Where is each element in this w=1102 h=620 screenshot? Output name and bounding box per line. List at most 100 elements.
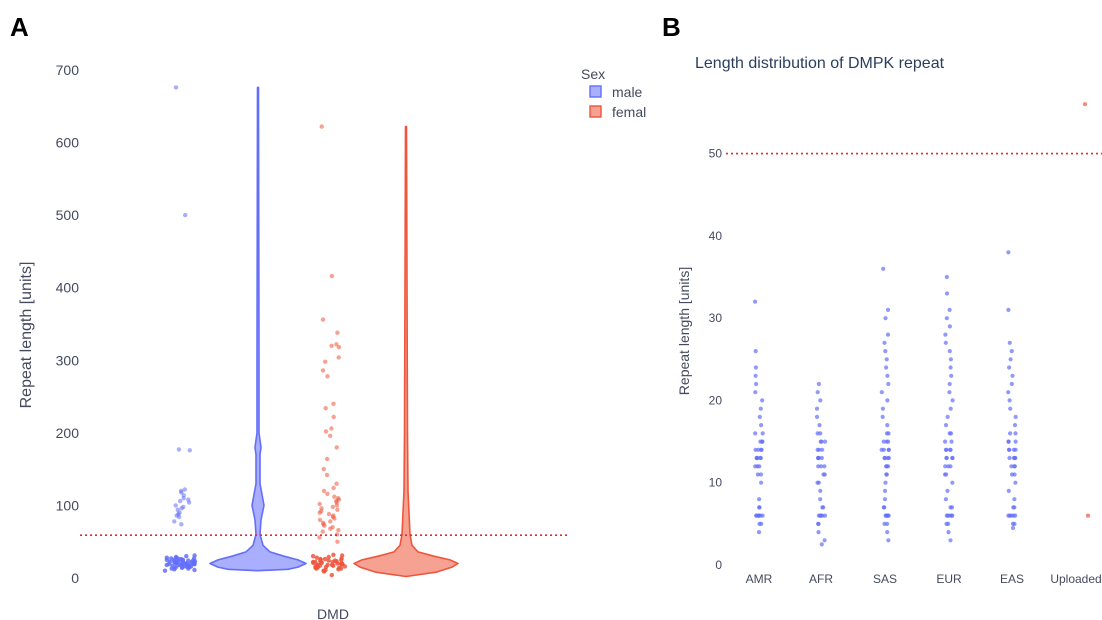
strip-point	[340, 553, 345, 558]
strip-point	[317, 501, 322, 507]
x-axis-ticks-b: AMR AFR SAS EUR EAS Uploaded	[746, 572, 1102, 586]
strip-point	[885, 332, 891, 337]
strip-point	[882, 340, 887, 345]
x-tick-label-afr: AFR	[809, 572, 833, 586]
legend: Sex male femal	[581, 66, 646, 120]
y-tick-label-a: 700	[56, 62, 80, 78]
y-tick-label-a: 500	[56, 207, 80, 223]
strip-point	[173, 554, 179, 560]
strip-point	[758, 513, 763, 518]
y-tick-label-b: 30	[709, 311, 723, 325]
strip-point	[758, 472, 764, 477]
strip-point	[884, 472, 889, 477]
strip-point	[1009, 513, 1014, 518]
strip-point	[1012, 521, 1017, 527]
strip-point	[948, 406, 953, 411]
legend-item-male[interactable]: male	[589, 84, 643, 100]
strip-point	[949, 513, 954, 518]
strip-point	[335, 330, 340, 335]
strip-point	[1012, 472, 1017, 477]
strip-point	[816, 455, 821, 461]
legend-title: Sex	[581, 66, 605, 82]
strip-point	[1013, 480, 1018, 485]
strip-point	[334, 445, 339, 450]
strip-point	[945, 414, 950, 419]
strip-point	[757, 414, 762, 419]
strip-point	[945, 488, 950, 493]
strip-point	[325, 374, 330, 379]
strip-point	[1009, 381, 1014, 387]
strip-point	[169, 556, 174, 561]
strip-point	[176, 447, 182, 452]
x-tick-label-uploaded: Uploaded	[1050, 572, 1101, 586]
strip-point	[1085, 513, 1091, 518]
strip-point	[332, 494, 337, 499]
strip-point	[884, 365, 889, 370]
y-tick-label-a: 100	[56, 497, 80, 513]
y-tick-label-b: 10	[709, 476, 723, 490]
strip-point	[322, 556, 328, 562]
strip-point	[950, 480, 955, 485]
strip-point	[816, 480, 821, 485]
strip-point	[822, 439, 828, 444]
strip-point	[949, 505, 955, 510]
strip-point	[886, 464, 891, 469]
strip-point	[326, 558, 331, 563]
strip-point	[760, 398, 765, 403]
strip-point	[944, 291, 950, 296]
strip-point	[880, 414, 885, 419]
strip-point	[943, 332, 948, 337]
strip-point	[173, 85, 179, 90]
strip-point	[882, 455, 888, 461]
strip-point	[815, 390, 820, 395]
strip-point	[949, 373, 954, 378]
strip-point	[947, 324, 953, 329]
strip-point	[881, 266, 886, 271]
strip-point	[822, 472, 827, 477]
strip-point	[325, 491, 330, 496]
strip-point	[336, 345, 342, 350]
legend-item-female[interactable]: femal	[589, 104, 646, 120]
strip-point	[757, 505, 762, 510]
strip-point	[944, 316, 949, 321]
strip-point	[947, 307, 952, 312]
strip-point	[162, 568, 168, 573]
strip-point	[317, 517, 323, 523]
strip-point	[334, 342, 339, 347]
strip-point	[882, 497, 888, 502]
y-tick-label-b: 40	[709, 229, 723, 243]
strip-point	[817, 423, 822, 428]
y-tick-label-a: 300	[56, 352, 80, 368]
strip-point	[310, 554, 316, 559]
strip-point	[178, 498, 183, 504]
legend-label-female: femal	[612, 104, 646, 120]
strip-point	[814, 414, 820, 419]
strip-point	[884, 357, 889, 362]
strip-point	[946, 530, 951, 535]
strip-point	[329, 426, 334, 431]
strip-point	[186, 558, 191, 563]
strip-point	[943, 439, 948, 444]
strip-point	[318, 556, 323, 562]
plot-area-b	[753, 102, 1091, 547]
strip-point	[948, 464, 953, 469]
strip-point	[943, 340, 948, 345]
strip-point	[753, 365, 759, 370]
strip-point	[822, 464, 827, 469]
strip-point	[818, 513, 823, 518]
strip-point	[944, 472, 949, 477]
strip-point	[186, 497, 191, 502]
strip-point	[192, 567, 197, 573]
strip-point	[758, 455, 763, 461]
strip-point	[334, 481, 339, 486]
strip-point	[821, 505, 826, 510]
strip-point	[323, 406, 328, 411]
strip-point	[335, 496, 341, 501]
strip-point	[181, 504, 186, 510]
strip-point	[335, 539, 340, 544]
strip-point	[329, 273, 335, 279]
strip-point	[881, 439, 886, 444]
strip-point	[950, 455, 955, 461]
panel-a-violin-chart: 0 100 200 300 400 500 600 700 Repeat length [un…	[18, 62, 646, 620]
strip-point	[816, 521, 821, 527]
